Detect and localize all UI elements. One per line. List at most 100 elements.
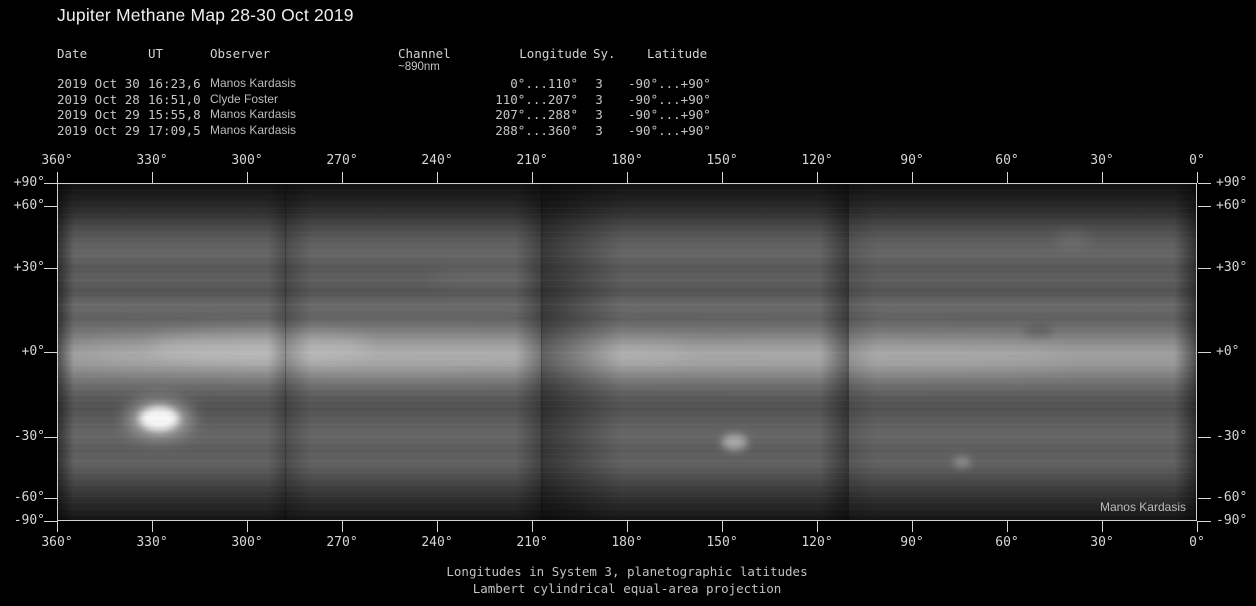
- lat-tick-left: [44, 268, 57, 269]
- cell-observer: Manos Kardasis: [210, 122, 297, 137]
- table-row: 2019 Oct 30 16:23,6 Manos Kardasis 0°...110…: [0, 76, 1256, 92]
- lat-tick-label-right: -90°: [1216, 513, 1248, 528]
- table-row: 2019 Oct 29 15:55,8 Manos Kardasis 207°...2…: [0, 107, 1256, 123]
- lon-tick-label-top: 360°: [41, 153, 73, 168]
- lon-tick-label-bottom: 60°: [995, 535, 1019, 550]
- col-header-latitude: Latitude: [647, 46, 708, 61]
- cell-observer: Manos Kardasis: [210, 107, 297, 121]
- lon-tick-top: [437, 172, 438, 183]
- cell-latitude: -90°...+90°: [628, 107, 711, 122]
- lon-tick-bottom: [1007, 521, 1008, 532]
- lon-tick-label-bottom: 240°: [421, 535, 453, 550]
- footer-note-projection: Lambert cylindrical equal-area projectio…: [472, 581, 782, 596]
- lat-tick-right: [1198, 352, 1211, 353]
- lon-tick-top: [342, 172, 343, 183]
- lat-tick-label-left: +30°: [13, 260, 45, 275]
- lat-tick-right: [1198, 498, 1211, 499]
- channel-wavelength: ~890nm: [398, 61, 440, 73]
- lat-tick-label-left: -30°: [13, 429, 45, 444]
- lon-tick-bottom: [627, 521, 628, 532]
- table-row: 2019 Oct 28 16:51,0 Clyde Foster 110°...207…: [0, 92, 1256, 108]
- lat-tick-label-left: +60°: [13, 198, 45, 213]
- lon-tick-label-top: 300°: [231, 153, 263, 168]
- lon-tick-label-top: 210°: [516, 153, 548, 168]
- lon-tick-label-top: 240°: [421, 153, 453, 168]
- cell-latitude: -90°...+90°: [628, 122, 711, 138]
- lon-tick-label-top: 270°: [326, 153, 358, 168]
- col-header-longitude: Longitude: [519, 46, 587, 61]
- watermark: Manos Kardasis: [1099, 500, 1186, 514]
- lon-tick-bottom: [912, 521, 913, 532]
- jupiter-methane-map: Manos Kardasis: [57, 183, 1197, 521]
- cell-longitude: 288°...360°: [495, 122, 578, 138]
- lon-tick-label-bottom: 360°: [41, 535, 73, 550]
- lat-tick-left: [44, 183, 57, 184]
- lon-tick-top: [817, 172, 818, 183]
- lon-tick-top: [1102, 172, 1103, 183]
- footer-note-coordinates: Longitudes in System 3, planetographic l…: [446, 564, 808, 579]
- lon-tick-bottom: [152, 521, 153, 532]
- lat-tick-left: [44, 206, 57, 207]
- lat-tick-right: [1198, 183, 1211, 184]
- lon-tick-label-bottom: 300°: [231, 535, 263, 550]
- lat-tick-label-right: -60°: [1216, 490, 1248, 505]
- col-header-observer: Observer: [210, 46, 271, 61]
- lon-tick-top: [247, 172, 248, 183]
- col-header-system: Sy.: [593, 46, 616, 61]
- cell-system: 3: [595, 76, 603, 91]
- lat-tick-right: [1198, 206, 1211, 207]
- cell-latitude: -90°...+90°: [628, 91, 711, 107]
- cell-system: 3: [595, 122, 603, 138]
- cell-date: 2019 Oct 28: [57, 91, 140, 107]
- lon-tick-label-top: 30°: [1090, 153, 1114, 168]
- lon-tick-label-top: 180°: [611, 153, 643, 168]
- lon-tick-label-bottom: 90°: [900, 535, 924, 550]
- lon-tick-label-top: 60°: [995, 153, 1019, 168]
- lon-tick-top: [1007, 172, 1008, 183]
- cell-observer: Clyde Foster: [210, 91, 279, 106]
- jupiter-map-image: [58, 184, 1196, 520]
- lon-tick-bottom: [722, 521, 723, 532]
- lon-tick-bottom: [247, 521, 248, 532]
- lon-tick-label-bottom: 270°: [326, 535, 358, 550]
- lat-tick-label-right: -30°: [1216, 429, 1248, 444]
- cell-ut: 16:51,0: [148, 91, 201, 107]
- table-row: 2019 Oct 29 17:09,5 Manos Kardasis 288°...3…: [0, 123, 1256, 139]
- lat-tick-label-right: +90°: [1216, 175, 1248, 190]
- lat-tick-label-right: +30°: [1216, 260, 1248, 275]
- lon-tick-top: [627, 172, 628, 183]
- lon-tick-bottom: [342, 521, 343, 532]
- lat-tick-label-right: +0°: [1216, 344, 1240, 359]
- lon-tick-top: [152, 172, 153, 183]
- lon-tick-top: [912, 172, 913, 183]
- lon-tick-label-top: 120°: [801, 153, 833, 168]
- lon-tick-top: [57, 172, 58, 183]
- lon-tick-bottom: [1197, 521, 1198, 532]
- cell-longitude: 207°...288°: [495, 107, 578, 122]
- lat-tick-label-left: +90°: [13, 175, 45, 190]
- lon-tick-bottom: [57, 521, 58, 532]
- lon-tick-label-bottom: 180°: [611, 535, 643, 550]
- lon-tick-label-top: 90°: [900, 153, 924, 168]
- lon-tick-label-bottom: 330°: [136, 535, 168, 550]
- cell-latitude: -90°...+90°: [628, 76, 711, 91]
- lat-tick-right: [1198, 521, 1211, 522]
- cell-date: 2019 Oct 29: [57, 107, 140, 122]
- cell-observer: Manos Kardasis: [210, 76, 297, 90]
- cell-ut: 15:55,8: [148, 107, 201, 122]
- lon-tick-label-top: 330°: [136, 153, 168, 168]
- lon-tick-label-bottom: 0°: [1189, 535, 1205, 550]
- lat-tick-left: [44, 352, 57, 353]
- lon-tick-top: [722, 172, 723, 183]
- lat-tick-left: [44, 521, 57, 522]
- cell-date: 2019 Oct 30: [57, 76, 140, 91]
- lat-tick-label-left: +0°: [21, 344, 45, 359]
- cell-system: 3: [595, 91, 603, 107]
- cell-system: 3: [595, 107, 603, 122]
- lon-tick-top: [1197, 172, 1198, 183]
- lon-tick-label-top: 150°: [706, 153, 738, 168]
- lon-tick-bottom: [1102, 521, 1103, 532]
- cell-date: 2019 Oct 29: [57, 122, 140, 138]
- lon-tick-label-top: 0°: [1189, 153, 1205, 168]
- lat-tick-left: [44, 437, 57, 438]
